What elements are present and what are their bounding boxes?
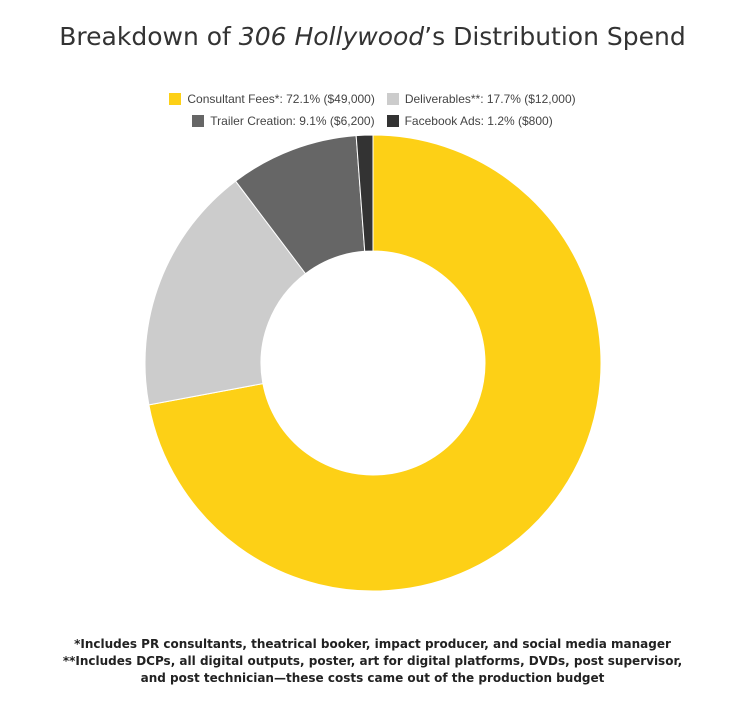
slice-consultant-fees[interactable] — [148, 134, 602, 592]
footnotes: *Includes PR consultants, theatrical boo… — [0, 636, 745, 687]
legend-label: Facebook Ads: 1.2% ($800) — [404, 114, 553, 128]
footnote-deliverables-cont: and post technician—these costs came out… — [140, 671, 605, 685]
legend-label: Consultant Fees*: 72.1% ($49,000) — [187, 92, 375, 106]
legend-row-1: Consultant Fees*: 72.1% ($49,000) Delive… — [0, 88, 745, 110]
legend-swatch — [386, 93, 399, 105]
footnote-consultant: *Includes PR consultants, theatrical boo… — [74, 637, 671, 651]
legend-label: Deliverables**: 17.7% ($12,000) — [404, 92, 576, 106]
legend-item-facebook-ads[interactable]: Facebook Ads: 1.2% ($800) — [386, 114, 553, 128]
title-prefix: Breakdown of — [59, 22, 239, 51]
legend-item-deliverables[interactable]: Deliverables**: 17.7% ($12,000) — [386, 92, 576, 106]
legend-swatch — [169, 93, 182, 105]
legend-row-2: Trailer Creation: 9.1% ($6,200) Facebook… — [0, 110, 745, 132]
title-suffix: ’s Distribution Spend — [424, 22, 686, 51]
slice-facebook-ads[interactable] — [355, 134, 374, 252]
title-italic: 306 Hollywood — [238, 22, 425, 51]
chart-title: Breakdown of 306 Hollywood’s Distributio… — [0, 22, 745, 51]
legend-label: Trailer Creation: 9.1% ($6,200) — [210, 114, 375, 128]
legend-item-trailer-creation[interactable]: Trailer Creation: 9.1% ($6,200) — [192, 114, 375, 128]
legend-item-consultant-fees[interactable]: Consultant Fees*: 72.1% ($49,000) — [169, 92, 375, 106]
legend-swatch — [192, 115, 205, 127]
legend: Consultant Fees*: 72.1% ($49,000) Delive… — [0, 88, 745, 132]
legend-swatch — [386, 115, 399, 127]
slice-deliverables[interactable] — [144, 180, 307, 406]
donut-chart — [144, 134, 602, 592]
footnote-deliverables: **Includes DCPs, all digital outputs, po… — [62, 654, 683, 668]
